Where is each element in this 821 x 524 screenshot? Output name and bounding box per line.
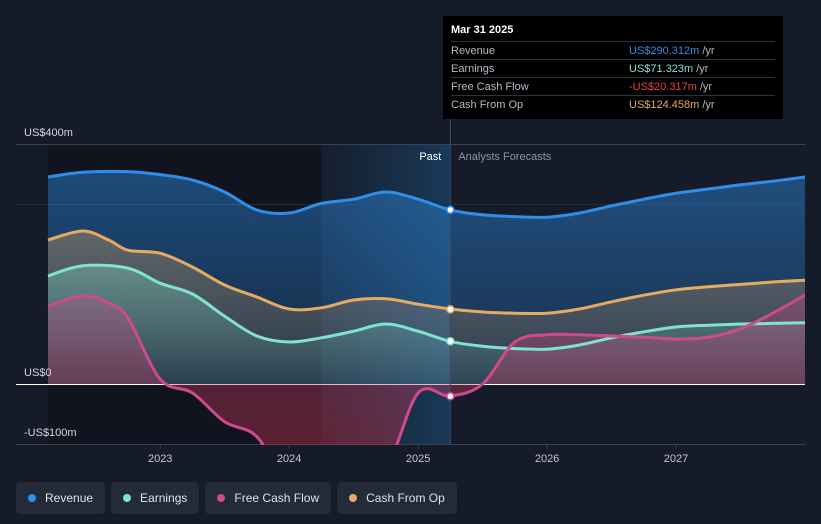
tooltip-unit: /yr — [702, 98, 715, 111]
tooltip: Mar 31 2025 Revenue US$290.312m /yr Earn… — [443, 16, 783, 119]
legend-item-revenue[interactable]: Revenue — [16, 482, 106, 514]
legend-item-earnings[interactable]: Earnings — [111, 482, 200, 514]
tooltip-value: US$71.323m — [629, 62, 694, 75]
tooltip-label: Revenue — [451, 44, 496, 57]
past-label: Past — [419, 151, 441, 163]
marker-cash_from_op[interactable] — [446, 305, 455, 314]
legend-label: Free Cash Flow — [234, 491, 320, 505]
tooltip-unit: /yr — [696, 62, 709, 75]
tooltip-row-free-cash-flow: Free Cash Flow -US$20.317m /yr — [451, 77, 775, 95]
y-axis-label: US$0 — [24, 367, 52, 379]
line-cash_from_op — [47, 229, 805, 316]
legend-label: Cash From Op — [366, 491, 445, 505]
y-axis-label: -US$100m — [24, 427, 77, 439]
y-axis-label: US$400m — [24, 127, 73, 139]
tooltip-label: Earnings — [451, 62, 495, 75]
legend-item-cash-from-op[interactable]: Cash From Op — [337, 482, 457, 514]
marker-revenue[interactable] — [446, 205, 455, 215]
line-free_cash_flow — [47, 293, 805, 445]
dot-icon — [349, 494, 358, 502]
dot-icon — [123, 494, 132, 502]
tooltip-row-cash-from-op: Cash From Op US$124.458m /yr — [451, 95, 775, 113]
line-earnings — [47, 263, 805, 351]
legend-label: Revenue — [45, 491, 94, 505]
legend: Revenue Earnings Free Cash Flow Cash Fro… — [16, 482, 457, 514]
tooltip-row-revenue: Revenue US$290.312m /yr — [451, 41, 775, 59]
tooltip-label: Free Cash Flow — [451, 80, 529, 93]
tooltip-value: US$124.458m — [629, 98, 700, 111]
dot-icon — [28, 494, 36, 502]
marker-free_cash_flow[interactable] — [446, 391, 455, 401]
tooltip-unit: /yr — [699, 80, 713, 93]
tooltip-unit: /yr — [702, 44, 715, 57]
tooltip-value: -US$20.317m — [629, 80, 697, 93]
area-free_cash_flow — [48, 295, 805, 445]
marker-earnings[interactable] — [446, 336, 455, 346]
line-revenue — [47, 169, 805, 219]
x-tick-label: 2025 — [406, 453, 430, 465]
tooltip-value: US$290.312m — [629, 44, 700, 57]
tooltip-date: Mar 31 2025 — [451, 24, 514, 36]
tooltip-row-earnings: Earnings US$71.323m /yr — [451, 59, 775, 77]
x-tick-label: 2024 — [277, 453, 301, 465]
dot-icon — [217, 494, 226, 502]
x-tick-label: 2026 — [535, 453, 559, 465]
forecast-label: Analysts Forecasts — [458, 151, 551, 163]
legend-label: Earnings — [140, 491, 188, 505]
x-tick-label: 2023 — [148, 453, 172, 465]
x-tick-label: 2027 — [664, 453, 688, 465]
legend-item-free-cash-flow[interactable]: Free Cash Flow — [205, 482, 332, 514]
tooltip-label: Cash From Op — [451, 98, 524, 111]
